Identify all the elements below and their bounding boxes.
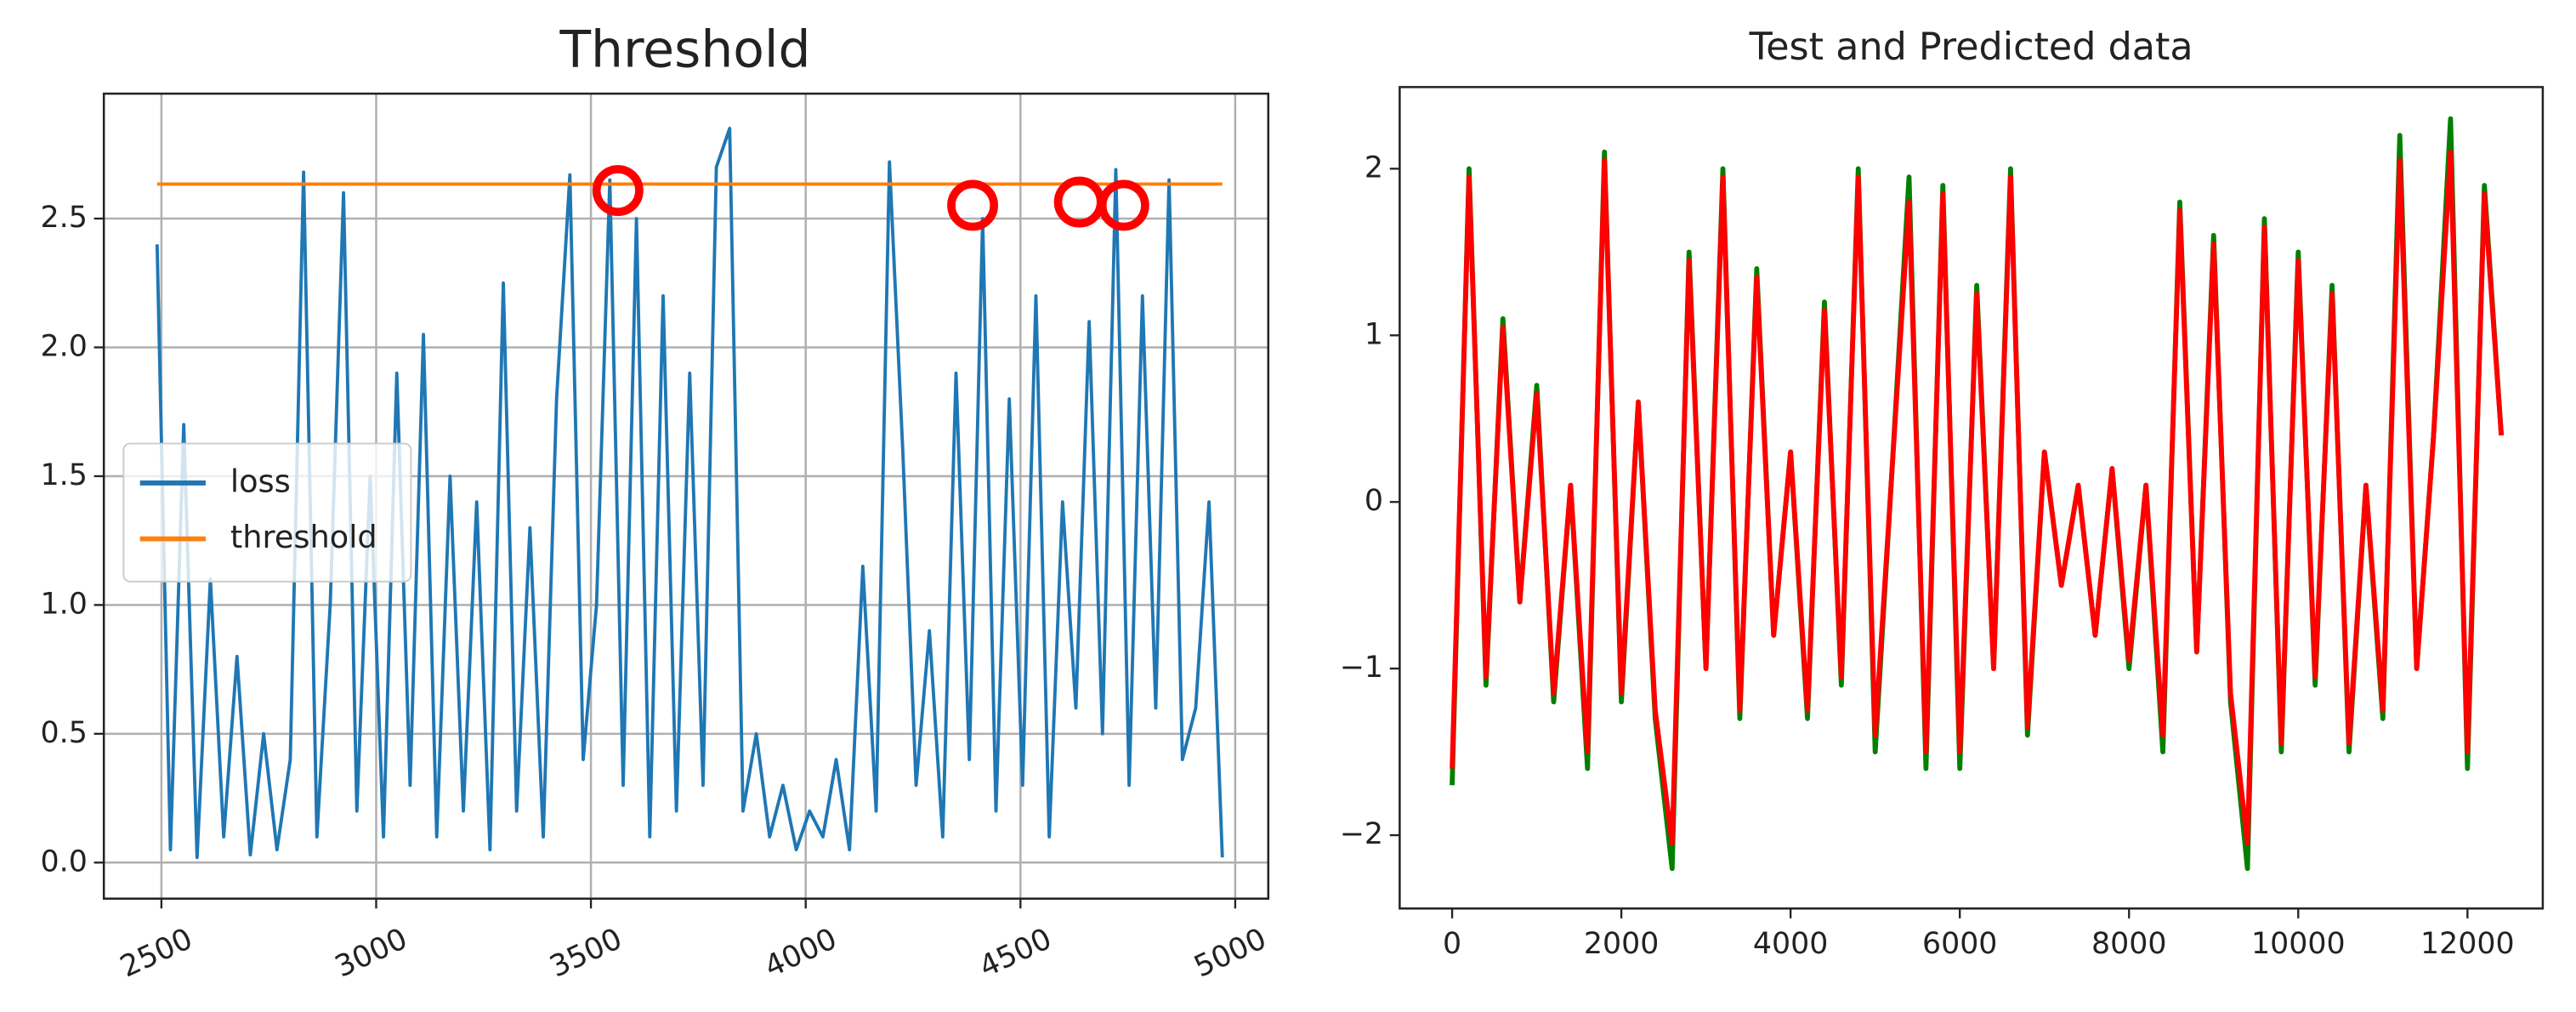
x-tick-label: 10000: [2251, 927, 2346, 961]
annotation-circles: [592, 165, 1149, 231]
chart-title: Test and Predicted data: [1749, 26, 2193, 69]
annotation-circle: [1098, 179, 1149, 231]
y-tick-label: 1.0: [41, 587, 88, 621]
annotation-circle: [1053, 176, 1105, 228]
legend-label: loss: [230, 463, 291, 499]
legend: loss threshold: [122, 442, 412, 583]
legend-label: threshold: [230, 519, 377, 555]
x-tick-label: 0: [1443, 927, 1461, 961]
y-tick-label: 2.0: [41, 329, 88, 363]
series-line: [1450, 149, 2505, 846]
x-tick-label: 6000: [1922, 927, 1997, 961]
legend-frame: [122, 442, 412, 583]
axes-frame: [102, 92, 1270, 900]
y-tick-label: 0.0: [41, 844, 88, 878]
y-tick-label: 1.5: [41, 458, 88, 492]
series-line: [1450, 116, 2505, 872]
y-tick-label: −2: [1340, 817, 1383, 851]
y-tick-label: −1: [1340, 651, 1383, 685]
x-tick-label: 12000: [2420, 927, 2515, 961]
y-tick-label: 0: [1365, 484, 1383, 518]
x-tick-label: 3000: [330, 922, 412, 985]
y-tick-label: 1: [1365, 317, 1383, 351]
x-tick-label: 5000: [1189, 922, 1272, 985]
x-tick-label: 2500: [116, 922, 198, 985]
x-tick-label: 4000: [1753, 927, 1828, 961]
axes-frame: [1399, 86, 2545, 910]
x-tick-label: 4500: [974, 922, 1057, 985]
y-tick-label: 2.5: [41, 201, 88, 235]
chart-title: Threshold: [559, 20, 810, 79]
annotation-circle: [592, 165, 644, 217]
x-tick-label: 2000: [1584, 927, 1659, 961]
x-tick-label: 4000: [759, 922, 842, 985]
x-tick-label: 3500: [545, 922, 627, 985]
y-tick-label: 0.5: [41, 716, 88, 750]
annotation-circle: [947, 179, 999, 231]
y-tick-label: 2: [1365, 151, 1383, 185]
x-tick-label: 8000: [2091, 927, 2166, 961]
